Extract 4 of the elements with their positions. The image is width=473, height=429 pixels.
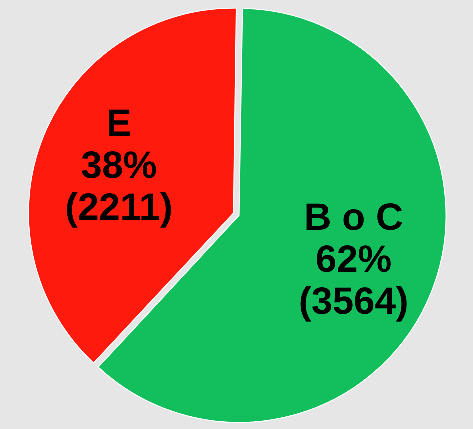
data-label: 62% (3564) <box>298 239 409 324</box>
slice-label: B o C <box>304 197 404 240</box>
slice-label: E <box>106 102 132 145</box>
data-label: 38% (2211) <box>65 144 174 229</box>
